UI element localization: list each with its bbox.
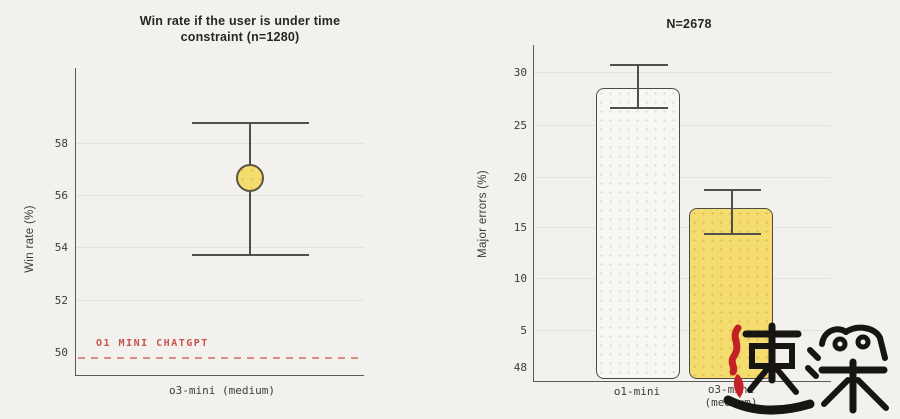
left-gridline-58 (76, 143, 364, 144)
right-ytick-30: 30 (513, 66, 527, 79)
right-gridline-10 (534, 278, 831, 279)
win-rate-point-marker (236, 164, 264, 192)
left-chart-title-line2: constraint (n=1280) (180, 30, 300, 44)
bar-o1-mini (596, 88, 680, 379)
left-plot-area: O1 MINI CHATGPT (75, 68, 364, 376)
left-errorbar-cap-top (192, 122, 309, 124)
right-plot-area (533, 45, 831, 382)
right-ytick-bottom: 48 (513, 361, 527, 374)
right-ytick-25: 25 (513, 119, 527, 132)
bar-o3-mini-medium (689, 208, 773, 379)
left-errorbar-cap-bottom (192, 254, 309, 256)
bar-o3-mini-errorbar-cap-bottom (704, 233, 761, 235)
right-xtick-o1-mini: o1-mini (613, 385, 661, 398)
baseline-label: O1 MINI CHATGPT (96, 338, 209, 349)
right-ytick-10: 10 (513, 272, 527, 285)
watermark-red-accent (728, 324, 744, 398)
right-ytick-15: 15 (513, 221, 527, 234)
bar-o1-mini-errorbar-cap-top (610, 64, 668, 66)
watermark-calligraphy (723, 322, 889, 415)
right-chart-title: N=2678 (666, 17, 712, 31)
bar-o1-mini-errorbar-cap-bottom (610, 107, 668, 109)
right-ytick-20: 20 (513, 171, 527, 184)
left-gridline-54 (76, 247, 364, 248)
left-ytick-56: 56 (54, 189, 68, 202)
left-y-axis-label: Win rate (%) (24, 205, 36, 273)
bar-o3-mini-errorbar-line (731, 190, 733, 234)
right-gridline-5 (534, 330, 831, 331)
right-gridline-25 (534, 125, 831, 126)
left-gridline-56 (76, 195, 364, 196)
right-gridline-15 (534, 227, 831, 228)
right-ytick-5: 5 (520, 324, 527, 337)
bar-o1-mini-errorbar-line (637, 65, 639, 108)
left-xtick-o3-mini-medium: o3-mini (medium) (169, 384, 275, 397)
left-ytick-52: 52 (54, 294, 68, 307)
left-ytick-50: 50 (54, 346, 68, 359)
baseline-dashed-line (78, 357, 362, 359)
left-chart-title: Win rate if the user is under time const… (90, 13, 390, 45)
left-ytick-58: 58 (54, 137, 68, 150)
left-chart-title-line1: Win rate if the user is under time (139, 14, 341, 28)
right-gridline-20 (534, 177, 831, 178)
left-ytick-54: 54 (54, 241, 68, 254)
right-gridline-30 (534, 72, 831, 73)
right-y-axis-label: Major errors (%) (477, 170, 489, 258)
left-gridline-52 (76, 300, 364, 301)
bar-o3-mini-errorbar-cap-top (704, 189, 761, 191)
